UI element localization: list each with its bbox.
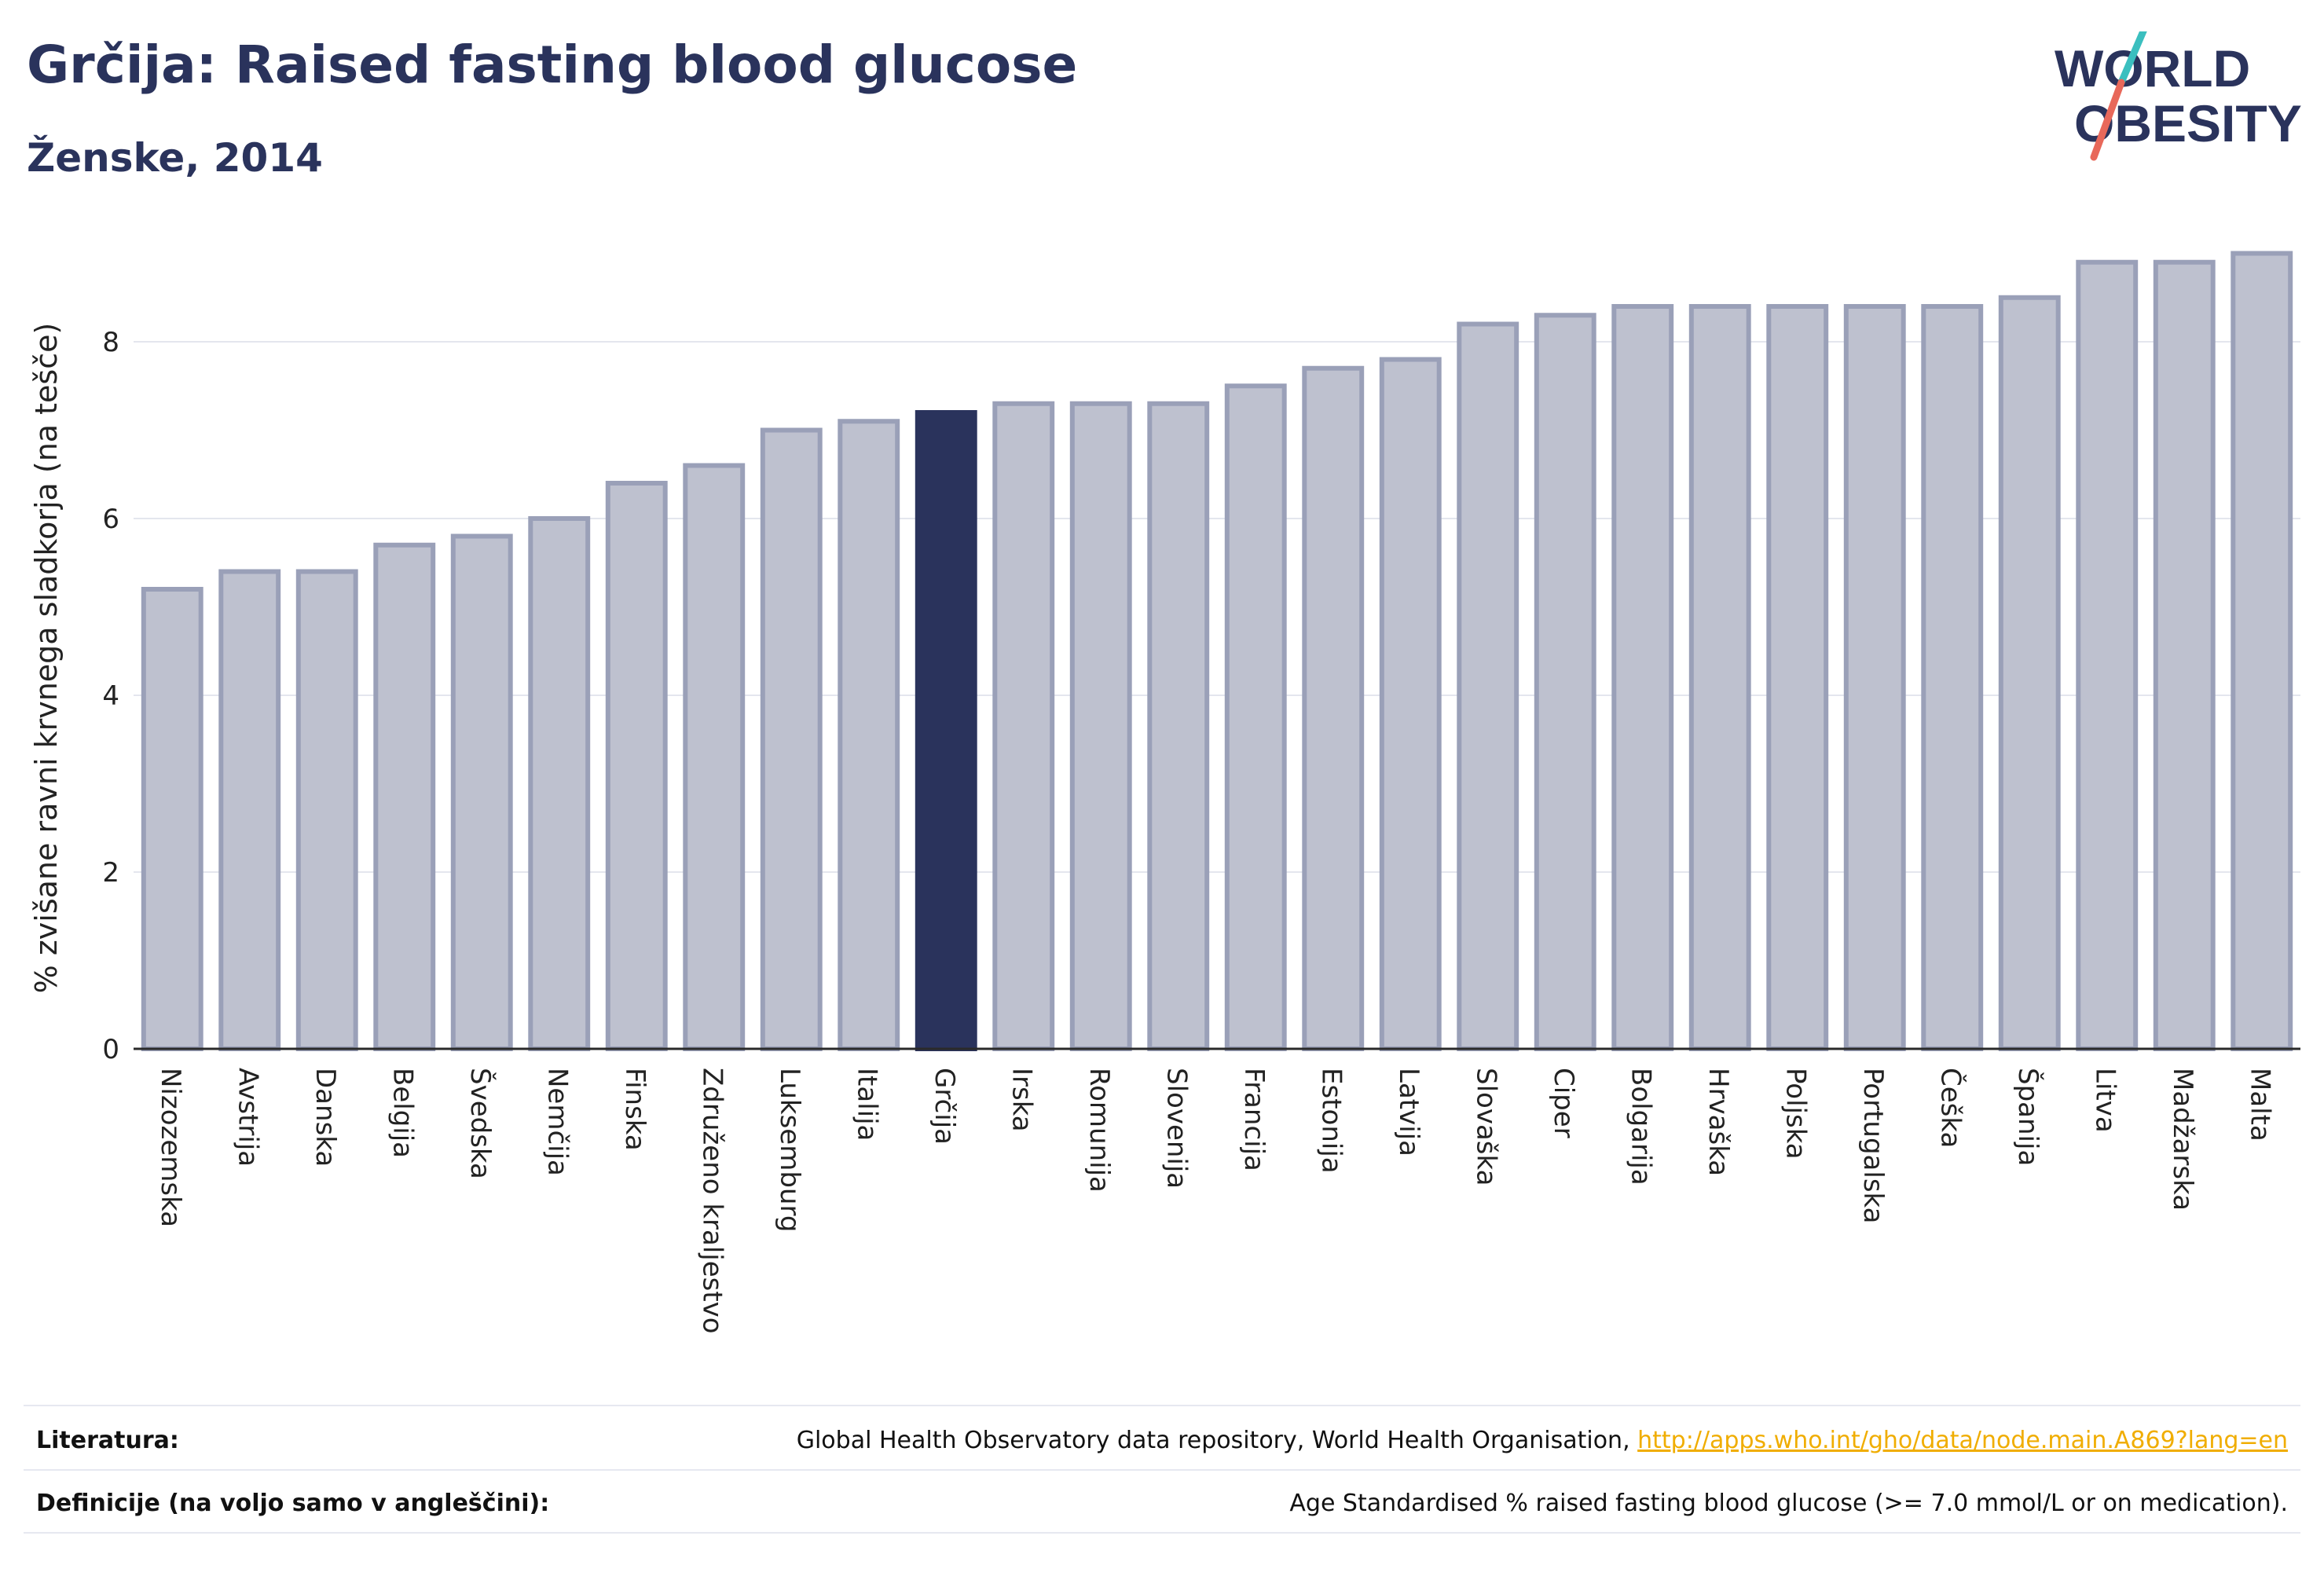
footer-divider-bottom: [24, 1532, 2300, 1534]
x-tick-label: Romunija: [1083, 1068, 1115, 1193]
world-obesity-logo: WORLD OBESITY: [2043, 24, 2310, 173]
bar: [2231, 251, 2293, 1051]
x-tick-label: Danska: [310, 1068, 341, 1167]
x-tick-label: Litva: [2089, 1068, 2121, 1133]
x-tick-label: Malta: [2244, 1068, 2275, 1142]
x-tick-label: Španija: [2012, 1068, 2044, 1166]
x-tick-label: Italija: [851, 1068, 882, 1141]
bar: [1379, 357, 1442, 1051]
logo-line1: WORLD: [2055, 39, 2250, 97]
logo-accent-coral: [2090, 79, 2125, 161]
bar: [1766, 304, 1829, 1051]
bar: [992, 401, 1055, 1051]
references-text: Global Health Observatory data repositor…: [796, 1427, 1638, 1454]
x-tick-label: Avstrija: [232, 1068, 263, 1167]
x-tick-label: Slovaška: [1470, 1068, 1501, 1186]
x-tick-label: Finska: [619, 1068, 651, 1151]
bar: [1457, 321, 1519, 1051]
x-tick-label: Luksemburg: [774, 1068, 805, 1232]
y-tick-label: 2: [102, 857, 119, 889]
bar: [1534, 313, 1596, 1051]
footer-divider-top: [24, 1405, 2300, 1406]
x-tick-label: Nizozemska: [155, 1068, 186, 1227]
bar: [528, 516, 591, 1051]
bar: [1069, 401, 1132, 1051]
definitions-label: Definicije (na voljo samo v angleščini):: [36, 1490, 550, 1517]
bar: [2076, 259, 2139, 1051]
x-tick-label: Grčija: [929, 1068, 960, 1145]
references-link[interactable]: http://apps.who.int/gho/data/node.main.A…: [1637, 1427, 2288, 1454]
x-tick-label: Bolgarija: [1625, 1068, 1656, 1186]
bar: [373, 542, 436, 1051]
bar: [1611, 304, 1674, 1051]
bar: [1688, 304, 1751, 1051]
bar: [450, 533, 513, 1051]
x-tick-label: Belgija: [387, 1068, 418, 1158]
x-tick-label: Latvija: [1393, 1068, 1424, 1156]
bar: [915, 410, 977, 1051]
x-tick-label: Nemčija: [541, 1068, 573, 1176]
bar: [2153, 259, 2216, 1051]
x-tick-label: Ciper: [1548, 1068, 1579, 1138]
x-tick-label: Estonija: [1315, 1068, 1347, 1174]
y-tick-label: 4: [102, 680, 119, 712]
x-tick-label: Hrvaška: [1703, 1068, 1734, 1176]
bar: [1921, 304, 1984, 1051]
world-obesity-logo-graphic: WORLD OBESITY: [2055, 24, 2302, 161]
bar: [141, 587, 203, 1051]
x-tick-label: Poljska: [1780, 1068, 1811, 1160]
bar: [295, 569, 358, 1051]
bar: [683, 463, 746, 1051]
bar: [1224, 383, 1287, 1051]
references-label: Literatura:: [36, 1427, 179, 1454]
bar: [1843, 304, 1906, 1051]
definitions-value: Age Standardised % raised fasting blood …: [1289, 1490, 2288, 1517]
bar: [218, 569, 281, 1051]
bar: [838, 419, 900, 1051]
bar-chart: 0 2 4 6 8 Nizozemska Avstrija Danska Belgija Šved…: [29, 251, 2300, 1334]
x-tick-label: Madžarska: [2167, 1068, 2198, 1211]
y-axis-label: % zvišane ravni krvnega sladkorja (na te…: [29, 323, 64, 994]
y-tick-label: 0: [102, 1034, 119, 1065]
chart-title: Grčija: Raised fasting blood glucose: [27, 35, 1078, 95]
y-tick-label: 8: [102, 327, 119, 358]
x-tick-label: Irska: [1006, 1068, 1037, 1132]
bar: [1302, 365, 1365, 1051]
x-tick-label: Slovenija: [1160, 1068, 1192, 1189]
x-tick-label: Češka: [1934, 1068, 1967, 1148]
x-tick-label: Francija: [1238, 1068, 1270, 1171]
footer-divider-middle: [24, 1469, 2300, 1471]
y-tick-label: 6: [102, 504, 119, 535]
bar: [1998, 295, 2061, 1051]
chart-subtitle: Ženske, 2014: [27, 135, 323, 181]
x-tick-label: Portugalska: [1857, 1068, 1889, 1223]
bar: [605, 481, 668, 1051]
bar: [760, 427, 823, 1051]
references-value: Global Health Observatory data repositor…: [797, 1427, 2288, 1454]
x-tick-label: Združeno kraljestvo: [696, 1068, 728, 1334]
x-tick-label: Švedska: [464, 1068, 497, 1179]
logo-accent-teal: [2117, 24, 2149, 86]
bar: [1147, 401, 1210, 1051]
